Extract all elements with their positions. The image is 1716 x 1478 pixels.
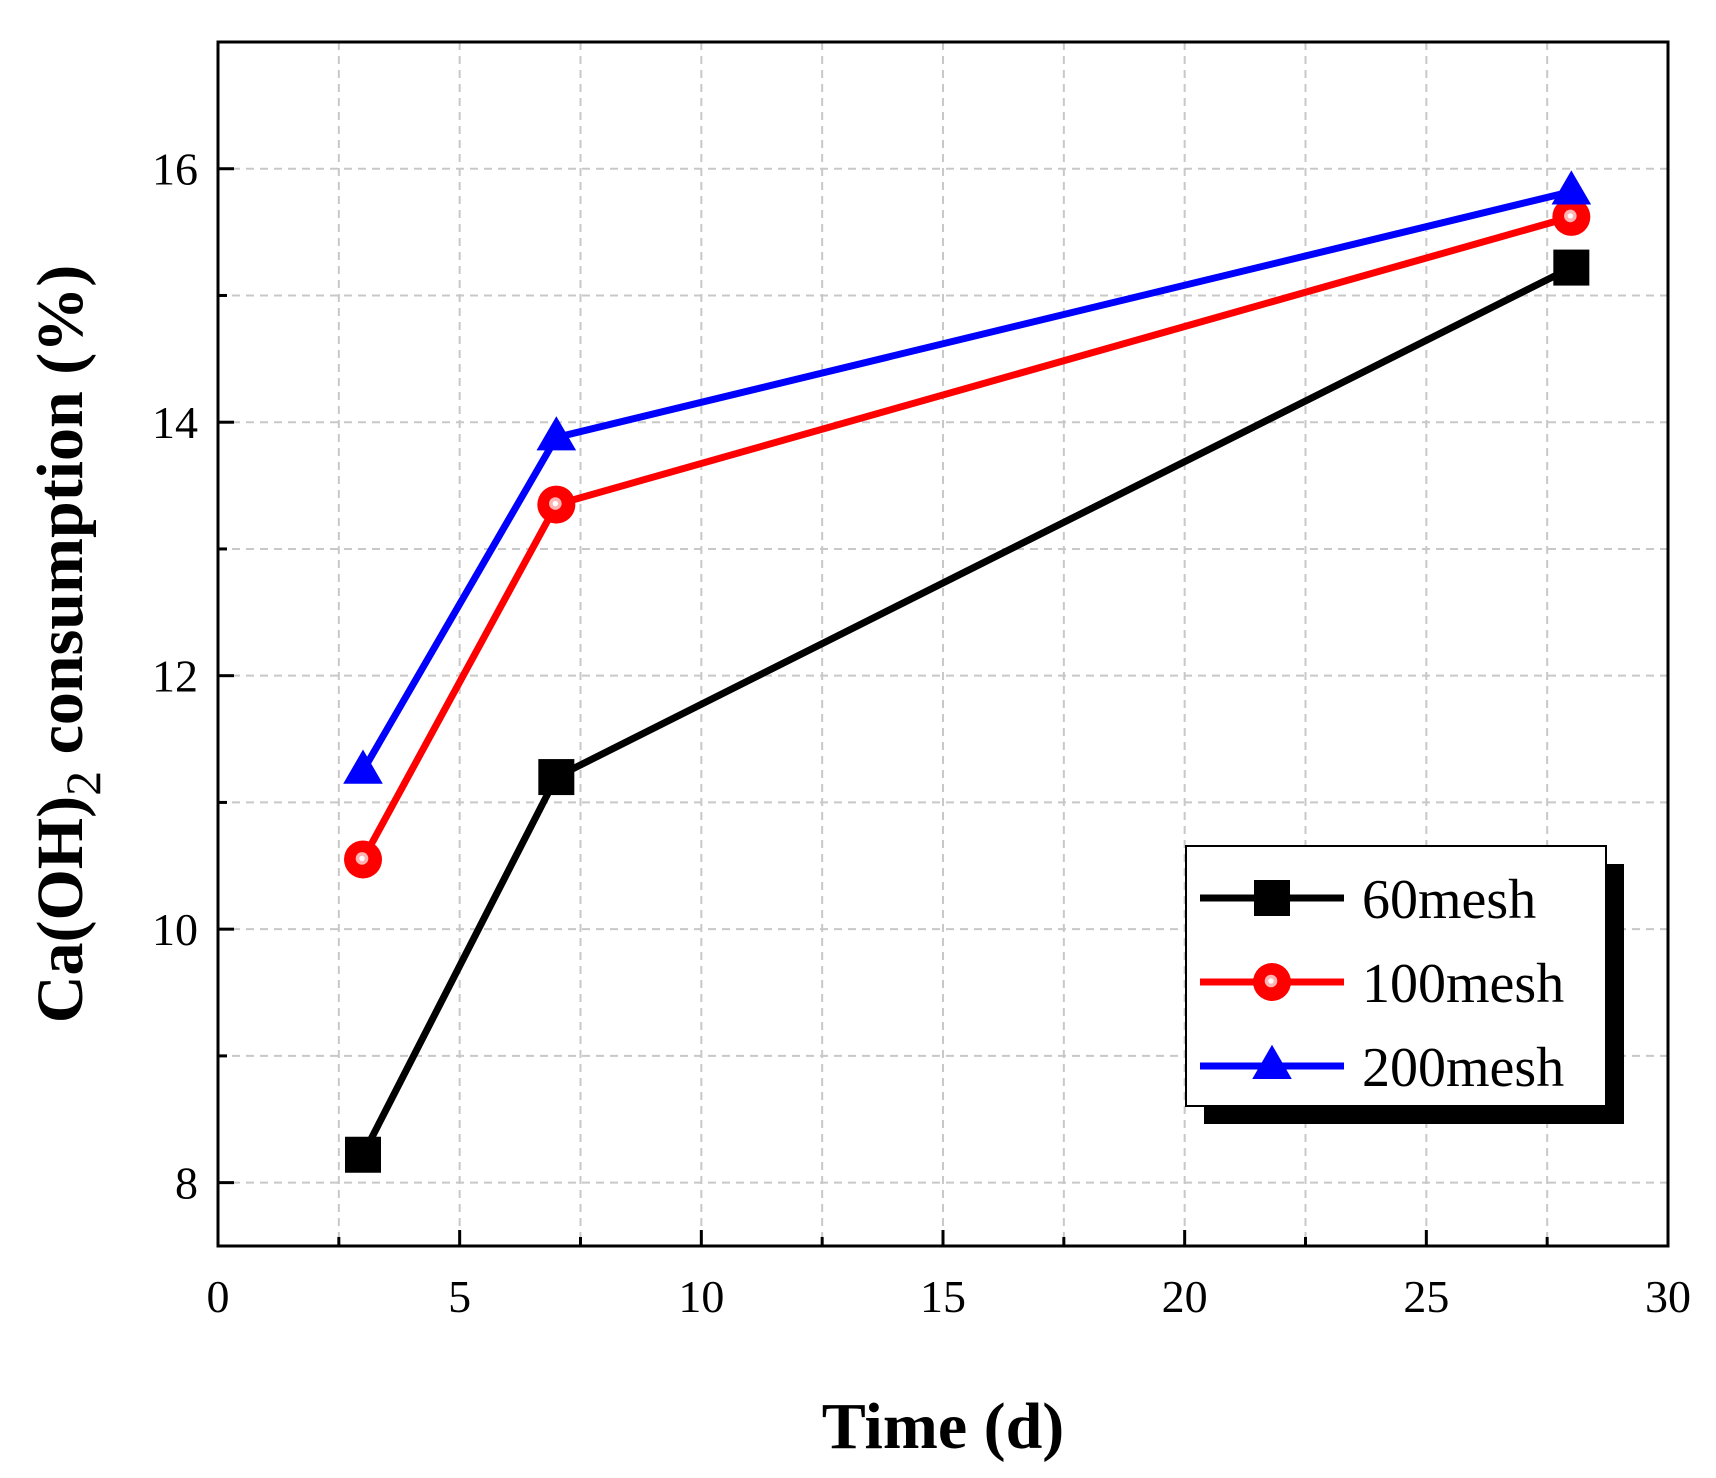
y-axis-title-subscript: 2 — [55, 771, 111, 796]
legend-label: 60mesh — [1362, 869, 1536, 931]
y-axis-title-rest: consumption (%) — [24, 265, 97, 771]
legend-label: 100mesh — [1362, 953, 1564, 1015]
y-tick-label: 14 — [152, 397, 198, 448]
y-tick-label: 10 — [152, 904, 198, 955]
series-group — [343, 170, 1592, 1173]
series-200mesh — [343, 170, 1592, 784]
marker-glint — [1268, 978, 1274, 984]
legend-item-100mesh: 100mesh — [1200, 953, 1564, 1015]
x-tick-label: 20 — [1162, 1271, 1208, 1322]
legend-label: 200mesh — [1362, 1037, 1564, 1099]
x-tick-label: 25 — [1403, 1271, 1449, 1322]
series-60mesh — [345, 249, 1590, 1173]
y-axis-title-base: Ca(OH) — [24, 796, 97, 1023]
legend-item-200mesh: 200mesh — [1200, 1037, 1564, 1099]
marker-glint — [1567, 213, 1574, 219]
x-tick-label: 0 — [207, 1271, 230, 1322]
x-axis-title: Time (d) — [822, 1390, 1065, 1463]
data-point-60mesh — [538, 759, 575, 796]
legend: 60mesh 100mesh 200mesh — [1185, 845, 1624, 1124]
legend-marker — [1253, 963, 1291, 1001]
x-tick-label: 30 — [1645, 1271, 1691, 1322]
data-point-60mesh — [1553, 249, 1590, 286]
data-point-100mesh — [344, 840, 382, 879]
axis-ticks — [216, 167, 1670, 1246]
data-point-100mesh — [537, 485, 576, 524]
legend-marker — [1252, 1044, 1292, 1079]
data-point-200mesh — [536, 416, 577, 451]
y-axis-title: Ca(OH)2 consumption (%) — [24, 265, 111, 1023]
legend-marker — [1254, 880, 1290, 916]
data-point-200mesh — [1551, 170, 1592, 205]
marker-glint — [552, 500, 559, 507]
y-tick-label: 8 — [175, 1158, 198, 1209]
data-point-60mesh — [345, 1136, 381, 1173]
y-tick-label: 12 — [152, 651, 198, 702]
y-tick-label: 16 — [152, 144, 198, 195]
legend-item-60mesh: 60mesh — [1200, 869, 1536, 931]
x-tick-label: 10 — [678, 1271, 724, 1322]
tick-labels: 0 5 10 15 20 25 30 8 10 12 14 16 — [152, 144, 1691, 1322]
series-line-200mesh — [359, 188, 1573, 773]
x-tick-label: 15 — [920, 1271, 966, 1322]
x-tick-label: 5 — [448, 1271, 471, 1322]
series-100mesh — [344, 197, 1591, 879]
data-point-100mesh — [1552, 197, 1591, 236]
data-point-200mesh — [343, 749, 383, 784]
marker-glint — [359, 855, 365, 862]
